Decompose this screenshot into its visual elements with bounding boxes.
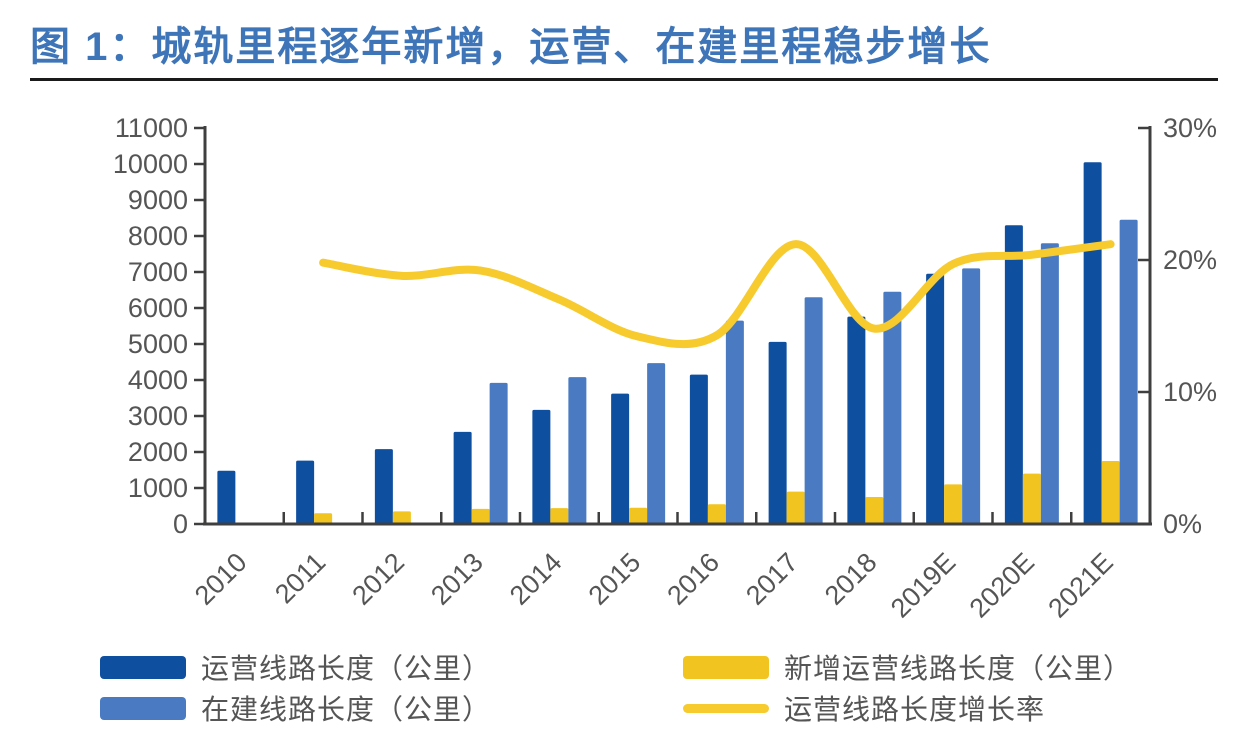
- legend-label: 在建线路长度（公里）: [201, 694, 492, 725]
- legend-label: 新增运营线路长度（公里）: [784, 653, 1133, 684]
- figure-title: 图 1：城轨里程逐年新增，运营、在建里程稳步增长: [30, 25, 992, 69]
- legend-label: 运营线路长度（公里）: [201, 653, 492, 684]
- new-operating-length-swatch: [683, 655, 769, 679]
- under-construction-length-swatch: [100, 696, 186, 720]
- legend-item-growth-rate: 运营线路长度增长率: [683, 691, 1045, 725]
- legend-label: 运营线路长度增长率: [784, 694, 1046, 725]
- legend-item-operating-length: 运营线路长度（公里）: [100, 650, 491, 684]
- growth-rate-line-swatch: [683, 703, 769, 713]
- legend-item-under-construction-length: 在建线路长度（公里）: [100, 691, 491, 725]
- title-divider: [30, 78, 1218, 81]
- legend-item-new-operating-length: 新增运营线路长度（公里）: [683, 650, 1132, 684]
- operating-length-swatch: [100, 655, 186, 679]
